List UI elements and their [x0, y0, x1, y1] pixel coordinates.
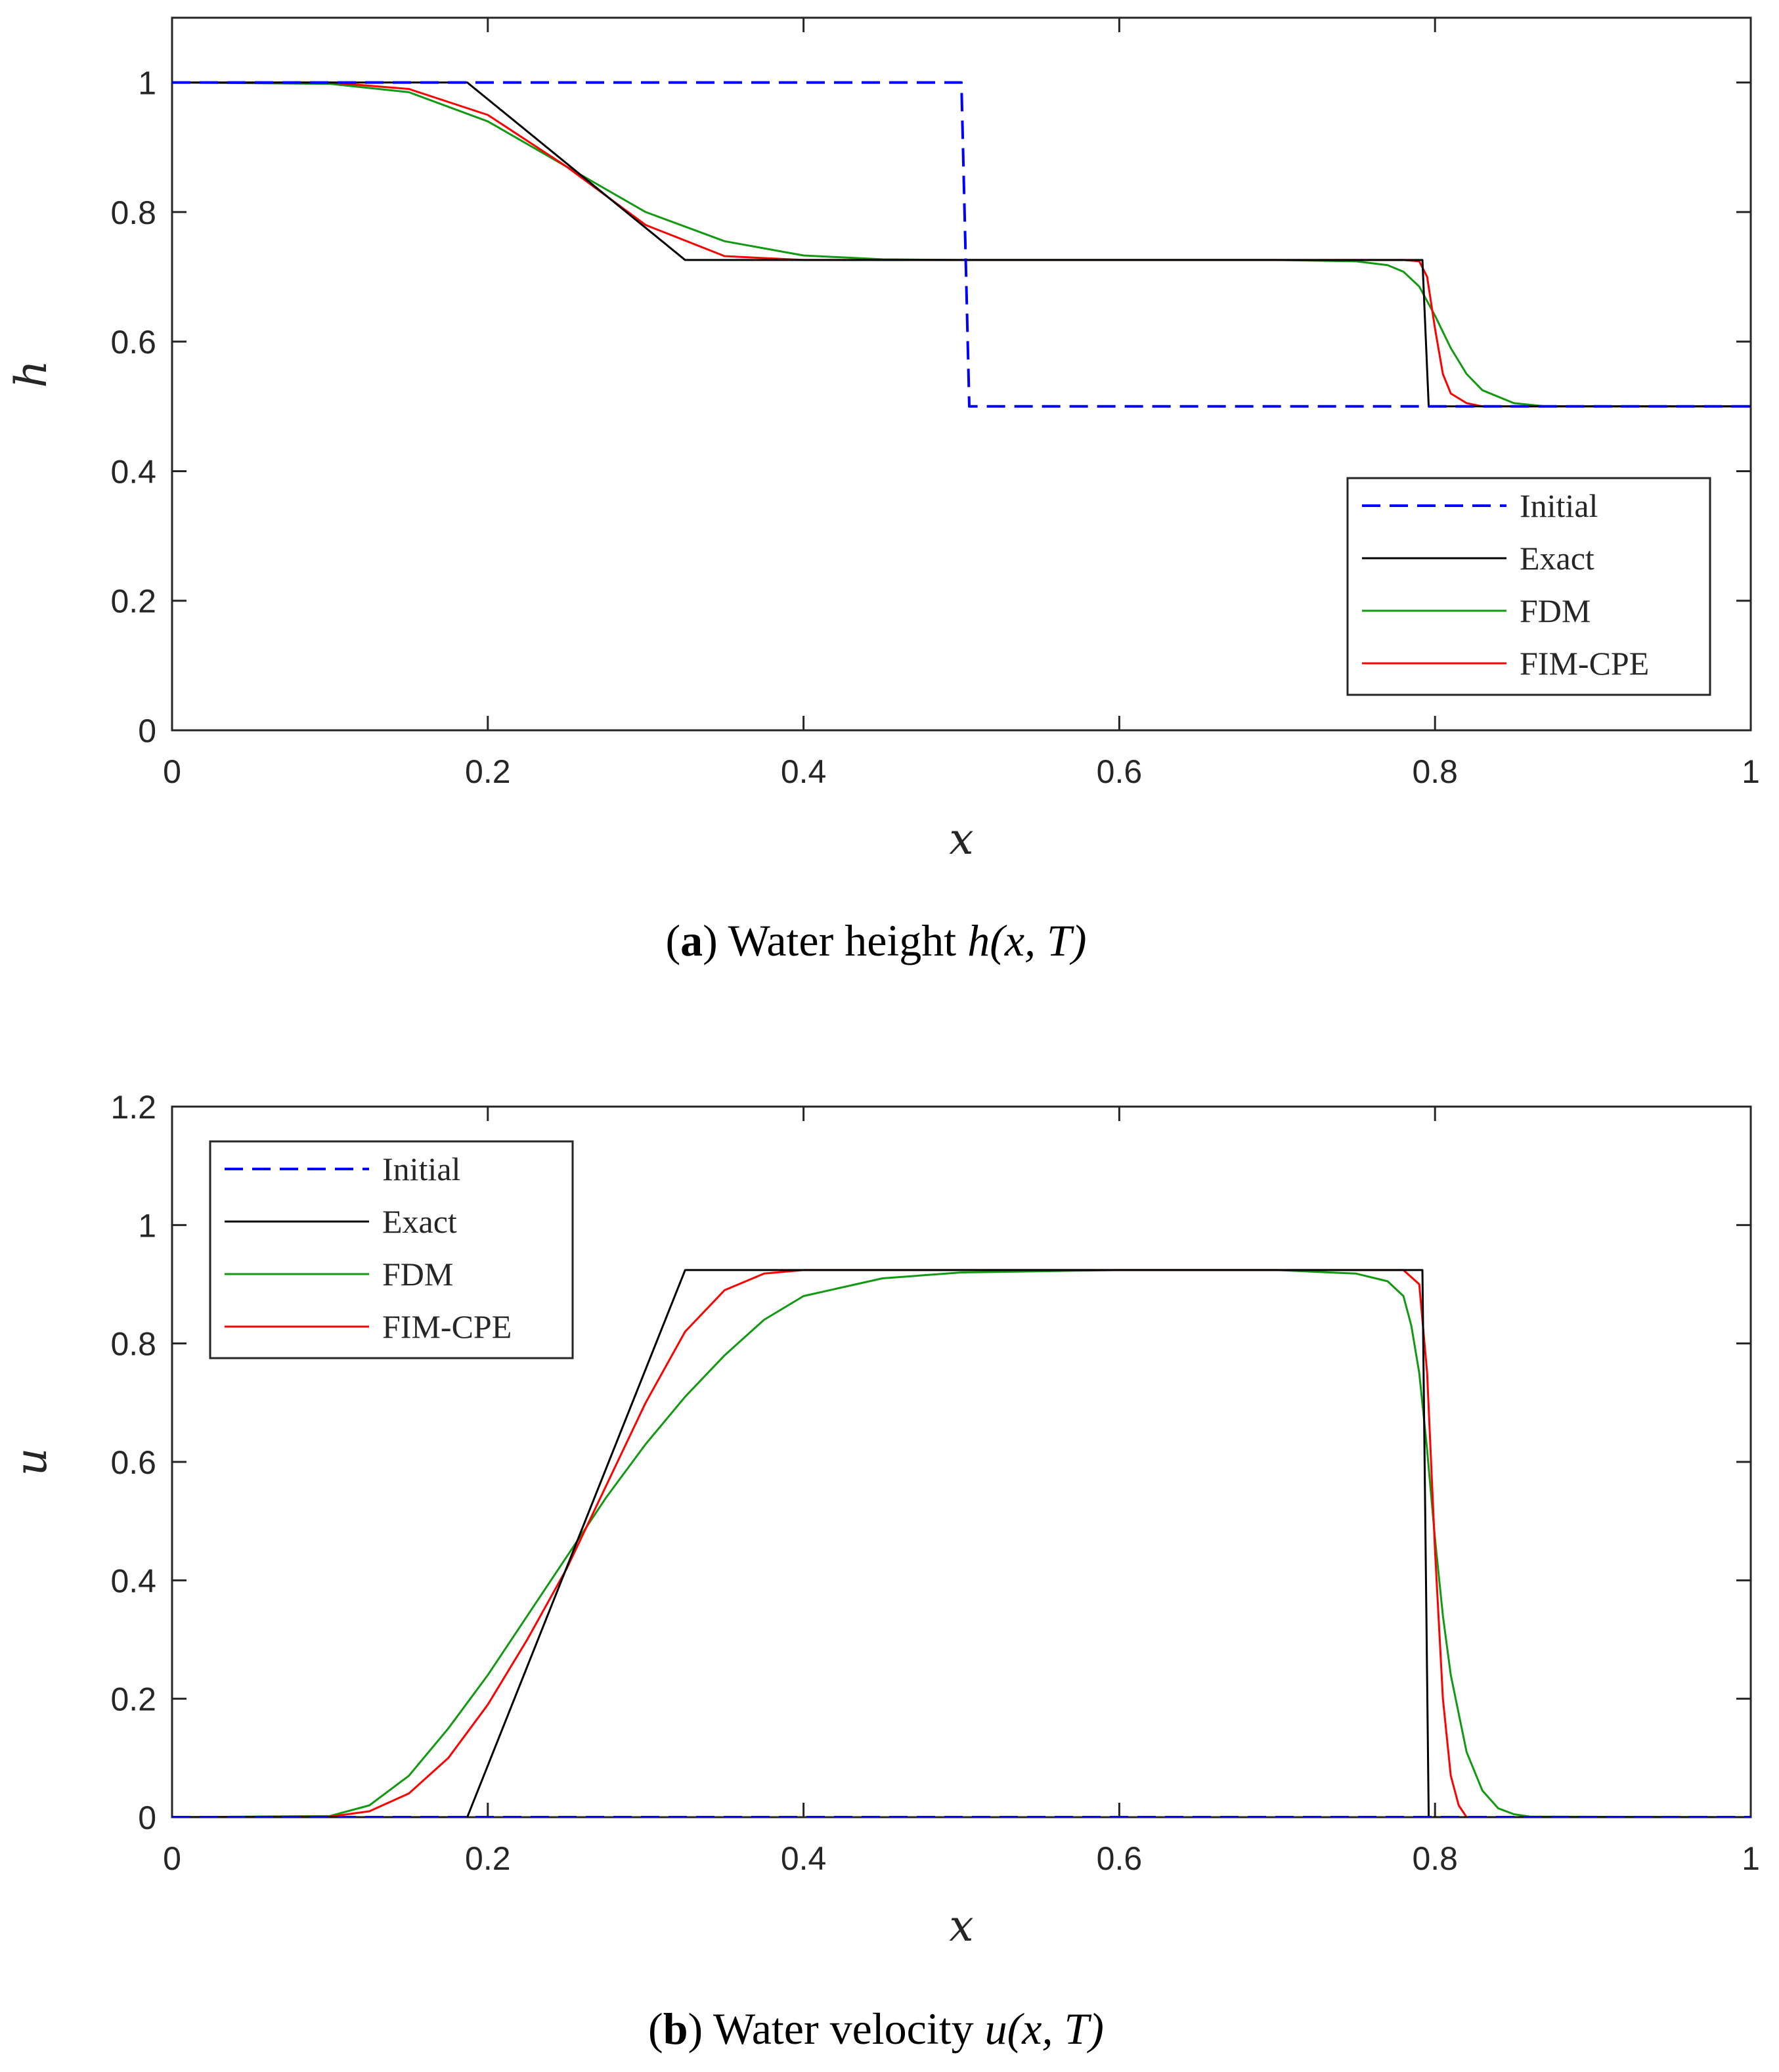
- figure-caption: (a) Water height h(x, T): [666, 915, 1087, 965]
- x-tick-label: 0.6: [1097, 753, 1143, 790]
- y-tick-label: 0.6: [110, 1444, 156, 1481]
- legend-label: FIM-CPE: [1520, 645, 1649, 682]
- x-tick-label: 0.2: [465, 753, 511, 790]
- y-tick-label: 0.4: [110, 1562, 156, 1599]
- x-tick-label: 0.6: [1097, 1840, 1143, 1877]
- caption-space: [974, 2004, 985, 2054]
- legend-label: Exact: [1520, 540, 1594, 577]
- y-tick-label: 0.2: [110, 583, 156, 620]
- x-tick-label: 0.8: [1412, 753, 1458, 790]
- x-tick-label: 0.4: [781, 753, 827, 790]
- legend-label: FDM: [382, 1256, 453, 1292]
- y-tick-label: 0.8: [110, 1326, 156, 1363]
- legend-box: [1346, 477, 1711, 696]
- series-line-exact: [172, 81, 1751, 408]
- figure-caption: (b) Water velocity u(x, T): [648, 2004, 1104, 2054]
- y-axis-title: h: [6, 360, 56, 388]
- x-tick-label: 1: [1742, 1840, 1760, 1877]
- caption-paren-open: (: [648, 2004, 663, 2054]
- y-axis-title: u: [6, 1448, 56, 1476]
- y-tick-label: 1: [138, 65, 156, 102]
- x-tick-label: 0: [163, 753, 181, 790]
- chart-water-velocity: 0 0.2 0.4 0.6 0.8 1 0 0.2 0.4 0.6 0.8 1 1.2 x u Initial…: [6, 1089, 1760, 2054]
- caption-paren-close: ): [703, 915, 728, 965]
- x-axis-title: x: [949, 814, 973, 864]
- legend-label: Initial: [1520, 487, 1598, 524]
- caption-math: h(x, T): [967, 915, 1086, 965]
- chart-water-height: 0 0.2 0.4 0.6 0.8 1 0 0.2 0.4 0.6 0.8 1 x h Initial Exa…: [6, 16, 1760, 965]
- caption-text: Water height: [728, 915, 957, 965]
- caption-math: u(x, T): [985, 2004, 1104, 2054]
- legend-label: FIM-CPE: [382, 1308, 512, 1345]
- x-tick-label: 0.8: [1412, 1840, 1458, 1877]
- series-line-exact: [172, 1269, 1751, 1817]
- x-tick-label: 0: [163, 1840, 181, 1877]
- series-line-fim-cpe: [172, 1269, 1751, 1817]
- x-tick-label: 1: [1742, 753, 1760, 790]
- legend-label: FDM: [1520, 592, 1591, 629]
- y-tick-label: 0.2: [110, 1681, 156, 1718]
- legend-label: Initial: [382, 1151, 460, 1187]
- y-tick-label: 0.8: [110, 194, 156, 231]
- caption-text: Water velocity: [713, 2004, 974, 2054]
- caption-paren-open: (: [666, 915, 681, 965]
- x-tick-label: 0.4: [781, 1840, 827, 1877]
- caption-paren-close: ): [688, 2004, 713, 2054]
- caption-letter: a: [680, 915, 703, 965]
- y-tick-label: 1.2: [110, 1089, 156, 1126]
- y-tick-label: 0.4: [110, 453, 156, 490]
- y-tick-label: 0.6: [110, 324, 156, 361]
- caption-letter: b: [663, 2004, 688, 2054]
- x-tick-label: 0.2: [465, 1840, 511, 1877]
- y-tick-label: 0: [138, 1799, 156, 1836]
- caption-space: [956, 915, 967, 965]
- legend-label: Exact: [382, 1203, 457, 1240]
- y-tick-label: 0: [138, 713, 156, 749]
- y-tick-label: 1: [138, 1207, 156, 1244]
- legend-box: [209, 1140, 574, 1359]
- x-axis-title: x: [949, 1901, 973, 1951]
- series-line-initial: [172, 81, 1751, 408]
